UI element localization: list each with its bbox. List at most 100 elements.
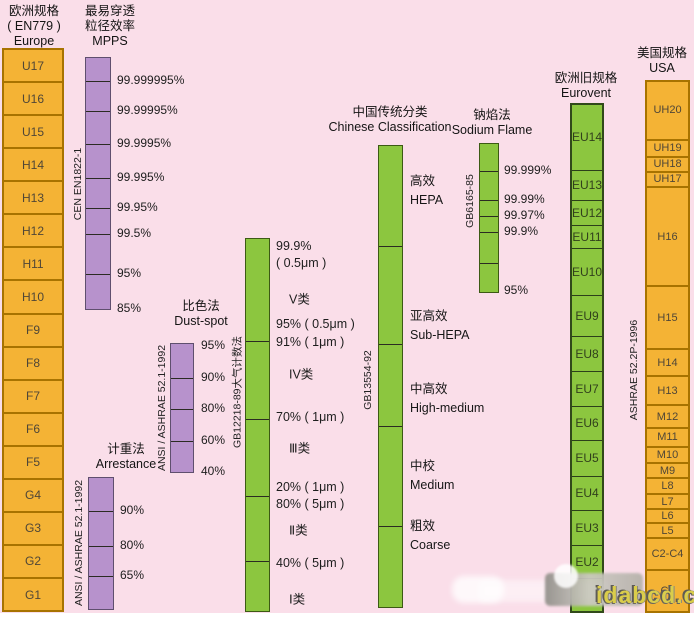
mpps-value: 99.99995% <box>117 103 178 117</box>
divider <box>86 234 110 235</box>
gb12218-class-label: Ⅱ类 <box>289 523 308 538</box>
section-label-en: Coarse <box>410 538 451 552</box>
usa-cell-h13: H13 <box>647 375 688 405</box>
eurovent-cell-eu13: EU13 <box>572 169 602 200</box>
europe-cell-u16: U16 <box>4 81 62 115</box>
usa-cell-c2-c4: C2-C4 <box>647 537 688 570</box>
eurovent-cell-eu3: EU3 <box>572 510 602 546</box>
usa-column: UH20 UH19 UH18 UH17 H16 H15 H14 H13 M12 … <box>645 80 690 613</box>
mpps-value: 99.95% <box>117 200 158 214</box>
usa-cell-uh20: UH20 <box>647 82 688 139</box>
divider <box>480 232 498 233</box>
usa-cell-l6: L6 <box>647 508 688 523</box>
usa-cell-m10: M10 <box>647 445 688 463</box>
eurovent-title-en: Eurovent <box>560 86 612 100</box>
dust-spot-value: 95% <box>201 338 226 352</box>
section-label-en: Sub-HEPA <box>410 328 470 342</box>
mpps-value: 85% <box>117 301 142 315</box>
divider <box>246 561 269 562</box>
gb12218-label: 40% ( 5μm ) <box>276 556 345 570</box>
sodium-flame-title-cn: 钠焰法 <box>473 108 511 122</box>
gb12218-label: 99.9% <box>276 239 312 253</box>
europe-cell-f6: F6 <box>4 411 62 445</box>
watermark-circle-blob <box>554 564 578 588</box>
gb12218-class-label: Ⅰ类 <box>289 592 306 607</box>
europe-cell-h14: H14 <box>4 147 62 181</box>
europe-cell-h10: H10 <box>4 279 62 313</box>
dust-spot-standard-label: ANSI / ASHRAE 52.1-1992 <box>156 344 168 472</box>
dust-spot-title-cn: 比色法 <box>182 299 220 313</box>
chinese-section-hepa: 高效 HEPA <box>410 172 443 210</box>
europe-column: U17 U16 U15 H14 H13 H12 H11 H10 F9 F8 F7… <box>2 48 64 612</box>
eurovent-cell-eu8: EU8 <box>572 336 602 372</box>
usa-cell-uh19: UH19 <box>647 138 688 156</box>
eurovent-title-cn: 欧洲旧规格 <box>554 71 618 85</box>
europe-cell-f5: F5 <box>4 444 62 478</box>
eurovent-cell-eu5: EU5 <box>572 439 602 476</box>
sodium-flame-value: 99.99% <box>504 192 545 206</box>
arrestance-standard-label: ANSI / ASHRAE 52.1-1992 <box>73 479 85 607</box>
usa-cell-m11: M11 <box>647 426 688 446</box>
dust-spot-value: 90% <box>201 370 226 384</box>
eurovent-cell-eu12: EU12 <box>572 199 602 225</box>
ashrae-standard-label: ASHRAE 52.2P-1996 <box>628 319 640 421</box>
section-label-en: HEPA <box>410 193 444 207</box>
eurovent-header: 欧洲旧规格 Eurovent <box>540 71 632 101</box>
dust-spot-bar <box>170 343 194 473</box>
mpps-standard-label: CEN EN1822-1 <box>72 147 84 221</box>
sodium-flame-value: 95% <box>504 283 529 297</box>
section-label-cn: 亚高效 <box>410 309 448 323</box>
europe-cell-h12: H12 <box>4 213 62 247</box>
divider <box>379 426 402 427</box>
europe-title-cn: 欧洲规格 <box>8 4 59 18</box>
gb12218-label: 20% ( 1μm ) <box>276 480 345 494</box>
divider <box>379 344 402 345</box>
europe-title-en: Europe <box>13 34 55 48</box>
eurovent-cell-eu6: EU6 <box>572 405 602 440</box>
europe-cell-f9: F9 <box>4 312 62 346</box>
usa-cell-l8: L8 <box>647 477 688 494</box>
mpps-value: 95% <box>117 266 142 280</box>
usa-cell-h16: H16 <box>647 186 688 286</box>
usa-header: 美国规格 USA <box>630 46 694 76</box>
europe-cell-f8: F8 <box>4 345 62 379</box>
arrestance-title-cn: 计重法 <box>107 442 145 456</box>
sodium-flame-header: 钠焰法 Sodium Flame <box>444 108 540 138</box>
divider <box>480 216 498 217</box>
divider <box>480 200 498 201</box>
divider <box>171 441 193 442</box>
europe-cell-h11: H11 <box>4 246 62 280</box>
mpps-title-line3: MPPS <box>92 34 128 48</box>
mpps-value: 99.995% <box>117 170 165 184</box>
usa-cell-uh18: UH18 <box>647 155 688 171</box>
divider <box>86 178 110 179</box>
europe-cell-h13: H13 <box>4 180 62 214</box>
chinese-classification-header: 中国传统分类 Chinese Classification <box>318 105 462 135</box>
gb12218-label: ( 0.5μm ) <box>276 256 327 270</box>
chinese-title-en: Chinese Classification <box>328 120 452 134</box>
section-label-en: Medium <box>410 478 455 492</box>
chinese-section-coarse: 粗效 Coarse <box>410 517 450 555</box>
divider <box>86 274 110 275</box>
eurovent-cell-eu10: EU10 <box>572 248 602 295</box>
chinese-section-high-medium: 中高效 High-medium <box>410 380 484 418</box>
divider <box>480 263 498 264</box>
mpps-bar <box>85 57 111 310</box>
usa-cell-uh17: UH17 <box>647 170 688 187</box>
mpps-value: 99.9995% <box>117 136 172 150</box>
chinese-section-sub-hepa: 亚高效 Sub-HEPA <box>410 307 470 345</box>
arrestance-value: 80% <box>120 538 145 552</box>
sodium-flame-title-en: Sodium Flame <box>451 123 533 137</box>
gb12218-bar <box>245 238 270 612</box>
eurovent-cell-eu2: EU2 <box>572 545 602 579</box>
divider <box>89 576 113 577</box>
divider <box>86 208 110 209</box>
europe-cell-g1: G1 <box>4 577 62 611</box>
chinese-classification-bar <box>378 145 403 608</box>
eurovent-column: EU14 EU13 EU12 EU11 EU10 EU9 EU8 EU7 EU6… <box>570 103 604 613</box>
mpps-value: 99.5% <box>117 226 152 240</box>
europe-cell-g4: G4 <box>4 477 62 511</box>
gb12218-standard-label: GB12218-89大气计数法 <box>231 335 244 449</box>
sodium-flame-bar <box>479 143 499 293</box>
